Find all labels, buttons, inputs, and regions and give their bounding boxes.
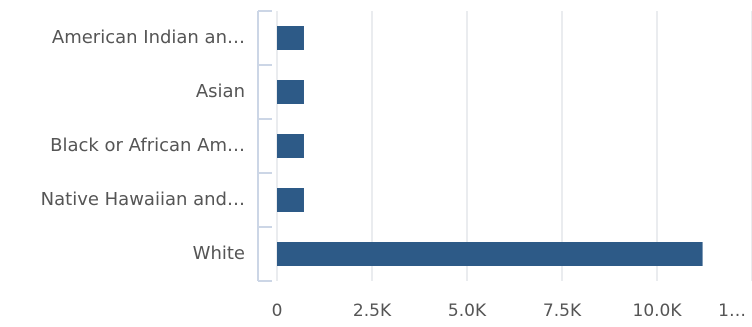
y-tick-label: White	[193, 243, 245, 264]
grid	[276, 11, 752, 281]
bar	[277, 80, 304, 104]
y-tick-label: Black or African Am…	[50, 135, 245, 156]
x-tick-label: 0	[272, 301, 283, 321]
x-tick-label: 5.0K	[448, 301, 487, 321]
x-tick-label: 2.5K	[353, 301, 392, 321]
x-tick-label: 10.0K	[633, 301, 683, 321]
x-tick-label: 7.5K	[543, 301, 582, 321]
bars	[277, 26, 703, 266]
y-tick-label: American Indian an…	[52, 27, 245, 48]
x-tick-label: 1…	[718, 301, 746, 321]
y-tick-label: Asian	[196, 81, 245, 102]
bar	[277, 134, 304, 158]
bar	[277, 188, 304, 212]
y-tick-label: Native Hawaiian and…	[41, 189, 245, 210]
bar	[277, 26, 304, 50]
bar	[277, 242, 703, 266]
